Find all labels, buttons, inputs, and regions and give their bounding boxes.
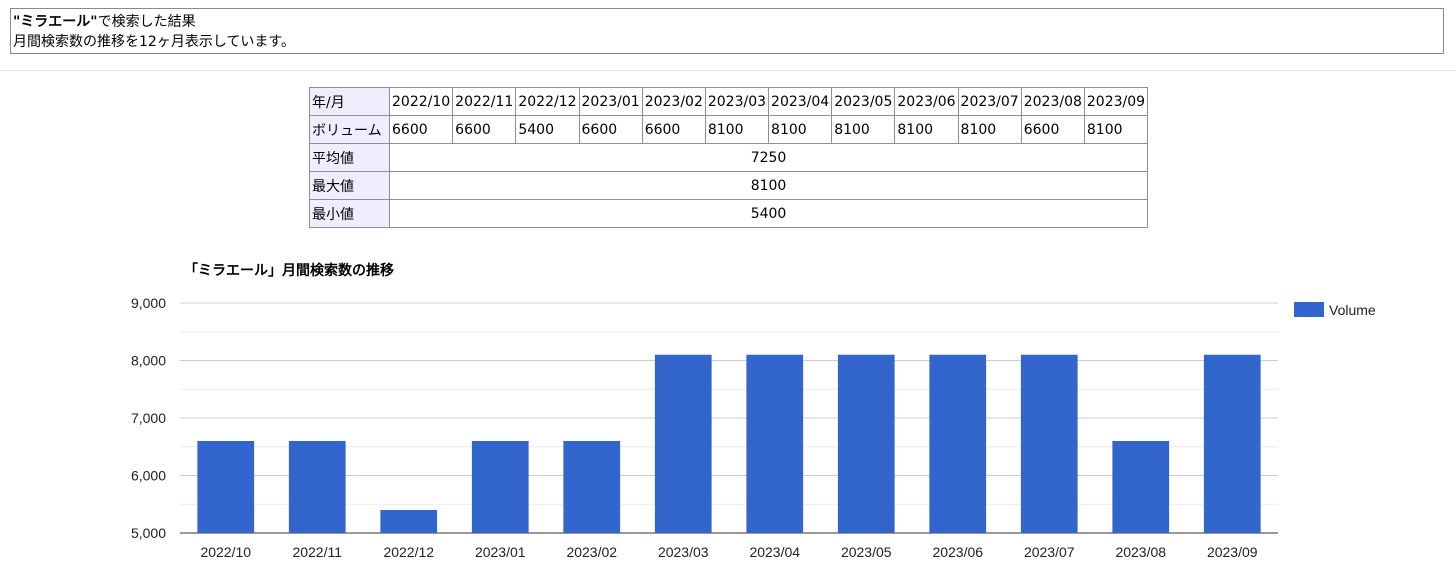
bar: [1112, 441, 1170, 533]
month-header-cell: 年/月: [309, 87, 390, 116]
x-tick-label: 2023/02: [566, 544, 617, 560]
x-tick-label: 2023/07: [1024, 544, 1075, 560]
x-tick-label: 2023/04: [749, 544, 800, 560]
table-row-max: 最大値 8100: [309, 171, 1149, 200]
x-tick-label: 2023/01: [475, 544, 526, 560]
volume-cell: 8100: [957, 115, 1022, 144]
volume-cell: 8100: [831, 115, 896, 144]
search-keyword: "ミラエール": [13, 14, 98, 30]
bar: [929, 354, 987, 533]
month-cell: 2023/09: [1083, 87, 1149, 116]
month-cell: 2023/06: [894, 87, 959, 116]
y-tick-label: 5,000: [131, 525, 166, 541]
x-tick-label: 2023/08: [1115, 544, 1166, 560]
bar: [197, 441, 255, 533]
month-cell: 2023/01: [578, 87, 643, 116]
volume-cell: 8100: [1083, 115, 1149, 144]
volume-cell: 8100: [768, 115, 833, 144]
divider: [0, 70, 1456, 71]
legend-swatch: [1294, 302, 1324, 317]
month-cell: 2023/02: [641, 87, 706, 116]
max-label-cell: 最大値: [309, 171, 390, 200]
volume-header-cell: ボリューム: [309, 115, 390, 144]
bar: [380, 510, 438, 533]
month-cell: 2023/08: [1020, 87, 1085, 116]
volume-cell: 6600: [641, 115, 706, 144]
month-cell: 2023/03: [704, 87, 770, 116]
max-value-cell: 8100: [388, 171, 1149, 200]
x-tick-label: 2022/10: [200, 544, 251, 560]
average-label-cell: 平均値: [309, 143, 390, 172]
bar: [563, 441, 621, 533]
table-row-months: 年/月 2022/10 2022/11 2022/12 2023/01 2023…: [309, 87, 1149, 116]
table-row-average: 平均値 7250: [309, 143, 1149, 172]
volume-cell: 8100: [894, 115, 959, 144]
y-tick-label: 8,000: [131, 353, 166, 369]
min-value-cell: 5400: [388, 199, 1149, 228]
volume-cell: 5400: [515, 115, 580, 144]
x-tick-label: 2023/09: [1207, 544, 1258, 560]
min-label-cell: 最小値: [309, 199, 390, 228]
info-line-2: 月間検索数の推移を12ヶ月表示しています。: [13, 34, 295, 50]
month-cell: 2023/04: [768, 87, 833, 116]
bar: [471, 441, 529, 533]
y-tick-label: 9,000: [131, 295, 166, 311]
volume-cell: 6600: [388, 115, 454, 144]
y-tick-label: 7,000: [131, 410, 166, 426]
x-tick-label: 2022/12: [383, 544, 434, 560]
bar: [1020, 354, 1078, 533]
chart-title: 「ミラエール」月間検索数の推移: [184, 262, 394, 279]
x-tick-label: 2023/06: [932, 544, 983, 560]
info-line-1-suffix: で検索した結果: [97, 14, 196, 30]
month-cell: 2022/10: [388, 87, 454, 116]
volume-table: 年/月 2022/10 2022/11 2022/12 2023/01 2023…: [309, 87, 1149, 228]
bar: [288, 441, 346, 533]
bar: [746, 354, 804, 533]
bar: [837, 354, 895, 533]
bar: [654, 354, 712, 533]
average-value-cell: 7250: [388, 143, 1149, 172]
volume-bar-chart: 「ミラエール」月間検索数の推移 5,000 6,000 7,000 8,000 9,000…: [131, 262, 1376, 560]
table-row-volumes: ボリューム 6600 6600 5400 6600 6600 8100 8100…: [309, 115, 1149, 144]
table-row-min: 最小値 5400: [309, 199, 1149, 228]
month-cell: 2023/07: [957, 87, 1022, 116]
x-tick-label: 2023/05: [841, 544, 892, 560]
search-result-info: "ミラエール"で検索した結果 月間検索数の推移を12ヶ月表示しています。: [10, 8, 1444, 54]
x-tick-label: 2022/11: [292, 544, 342, 560]
volume-cell: 8100: [704, 115, 770, 144]
info-line-1: "ミラエール"で検索した結果: [13, 12, 1441, 32]
month-cell: 2022/11: [452, 87, 517, 116]
legend-label: Volume: [1329, 302, 1376, 318]
y-tick-label: 6,000: [131, 468, 166, 484]
volume-cell: 6600: [1020, 115, 1085, 144]
volume-cell: 6600: [452, 115, 517, 144]
x-tick-label: 2023/03: [658, 544, 709, 560]
month-cell: 2023/05: [831, 87, 896, 116]
volume-cell: 6600: [578, 115, 643, 144]
month-cell: 2022/12: [515, 87, 580, 116]
bar: [1203, 354, 1261, 533]
